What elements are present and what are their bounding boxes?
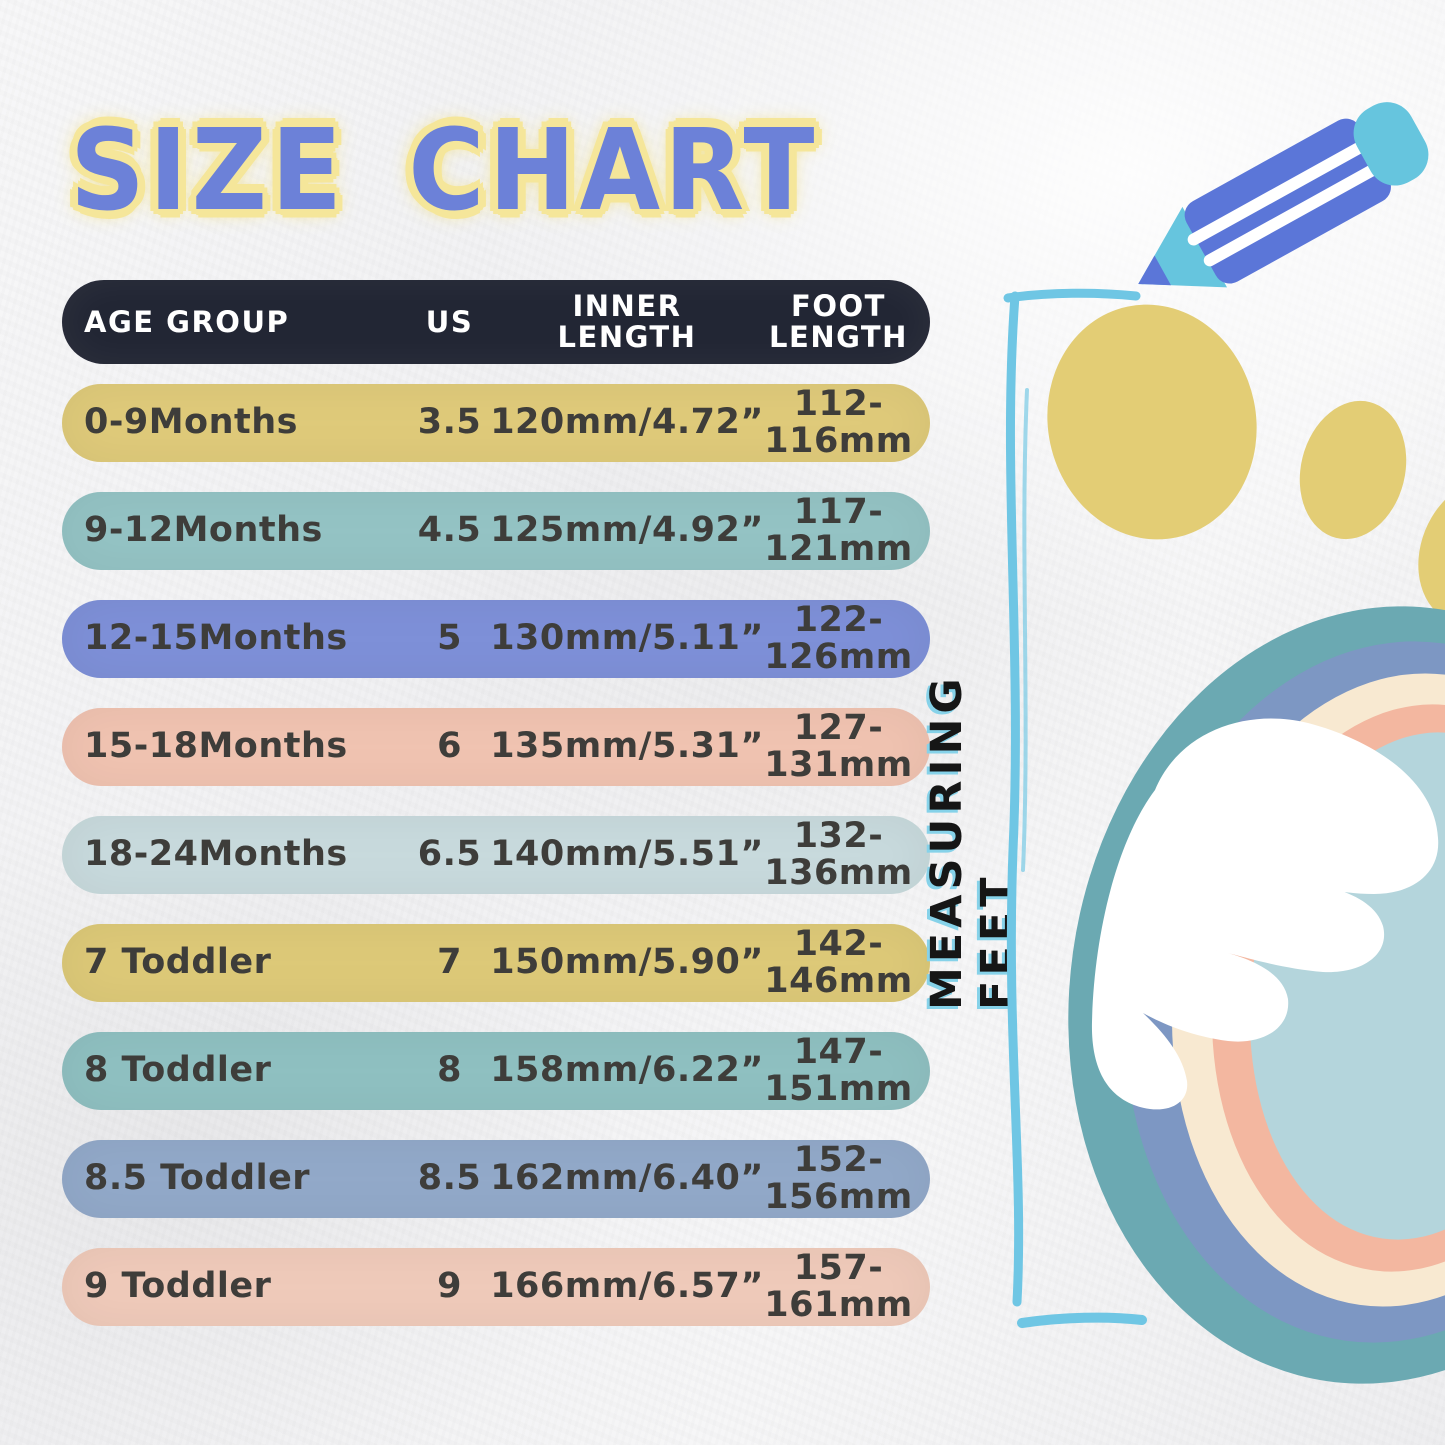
cell-us-size: 6.5 [417,834,482,875]
cell-foot-length: 147-151mm [764,1031,913,1109]
pencil-icon [1138,102,1429,288]
table-row: 15-18Months 6 135mm/5.31” 127-131mm [62,708,930,786]
pencil-stripe [1187,138,1372,246]
table-row: 8 Toddler 8 158mm/6.22” 147-151mm [62,1032,930,1110]
table-row: 7 Toddler 7 150mm/5.90” 142-146mm [62,924,930,1002]
cell-inner-length: 130mm/5.11” [490,618,764,659]
cell-age-group: 8 Toddler [84,1050,272,1091]
measuring-bracket [1003,288,1147,1328]
cell-us-size: 4.5 [417,510,482,551]
cell-inner-length: 140mm/5.51” [490,834,764,875]
table-row: 0-9Months 3.5 120mm/4.72” 112-116mm [62,384,930,462]
cell-us-size: 7 [437,942,462,983]
header-foot-length: FOOT LENGTH [769,289,908,354]
foot-illustration [1003,102,1445,1384]
sole-center-blob [1091,718,1439,1110]
cell-age-group: 8.5 Toddler [84,1158,311,1199]
cell-age-group: 15-18Months [84,726,348,767]
big-toe [1047,304,1257,540]
cell-inner-length: 150mm/5.90” [490,942,764,983]
cell-inner-length: 135mm/5.31” [490,726,764,767]
header-inner-length: INNER LENGTH [557,289,697,354]
table-header-row: AGE GROUP US INNER LENGTH FOOT LENGTH [62,280,930,364]
header-age-group: AGE GROUP [84,304,290,339]
cell-foot-length: 112-116mm [764,383,913,461]
cell-age-group: 9-12Months [84,510,323,551]
header-us-size: US [425,304,474,339]
cell-us-size: 5 [437,618,462,659]
cell-foot-length: 117-121mm [764,491,913,569]
pencil-eraser [1353,102,1429,186]
cell-foot-length: 157-161mm [764,1247,913,1325]
cell-inner-length: 125mm/4.92” [490,510,764,551]
cell-age-group: 9 Toddler [84,1266,272,1307]
table-row: 8.5 Toddler 8.5 162mm/6.40” 152-156mm [62,1140,930,1218]
cell-age-group: 0-9Months [84,402,299,443]
cell-us-size: 6 [437,726,462,767]
table-row: 9-12Months 4.5 125mm/4.92” 117-121mm [62,492,930,570]
pencil-lead [1138,255,1171,286]
cell-us-size: 8.5 [417,1158,482,1199]
table-row: 18-24Months 6.5 140mm/5.51” 132-136mm [62,816,930,894]
cell-us-size: 8 [437,1050,462,1091]
cell-us-size: 9 [437,1266,462,1307]
cell-age-group: 12-15Months [84,618,348,659]
cell-inner-length: 120mm/4.72” [490,402,764,443]
table-row: 12-15Months 5 130mm/5.11” 122-126mm [62,600,930,678]
cell-age-group: 7 Toddler [84,942,272,983]
cell-foot-length: 142-146mm [764,923,913,1001]
toe-pads [1047,304,1445,625]
size-table: AGE GROUP US INNER LENGTH FOOT LENGTH 0-… [62,280,930,1356]
cell-us-size: 3.5 [417,402,482,443]
pencil-stripe [1203,161,1384,267]
cell-inner-length: 166mm/6.57” [490,1266,764,1307]
cell-inner-length: 162mm/6.40” [490,1158,764,1199]
second-toe [1299,400,1407,540]
cell-foot-length: 127-131mm [764,707,913,785]
cell-foot-length: 132-136mm [764,815,913,893]
cell-age-group: 18-24Months [84,834,348,875]
baby-footprint-icon [1068,606,1445,1384]
cell-inner-length: 158mm/6.22” [490,1050,764,1091]
page-title: SIZE CHART [70,104,819,236]
cell-foot-length: 122-126mm [764,599,913,677]
cell-foot-length: 152-156mm [764,1139,913,1217]
table-row: 9 Toddler 9 166mm/6.57” 157-161mm [62,1248,930,1326]
